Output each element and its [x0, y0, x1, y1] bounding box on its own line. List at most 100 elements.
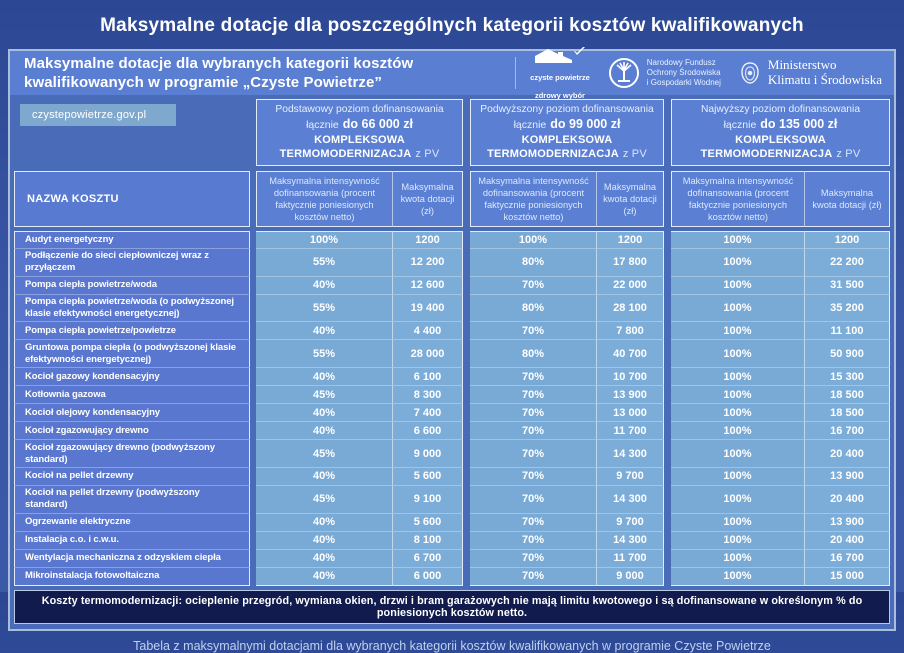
- group-elevated-line2-amount: do 99 000 zł: [550, 117, 621, 132]
- column-gap: [664, 295, 671, 323]
- group-highest-line2-amount: do 135 000 zł: [760, 117, 838, 132]
- page-title: Maksymalne dotacje dla poszczególnych ka…: [100, 15, 804, 36]
- column-gap: [664, 231, 671, 249]
- amount-value-cell: 9 700: [597, 467, 664, 486]
- amount-value-cell: 5 600: [393, 467, 463, 486]
- intensity-value-cell: 40%: [256, 322, 393, 341]
- amount-value-cell: 14 300: [597, 531, 664, 550]
- column-gap: [463, 404, 470, 422]
- amount-value-cell: 50 900: [805, 340, 890, 369]
- logos: czyste powietrze zdrowy wybór Narodowy F…: [530, 46, 882, 100]
- column-gap: [463, 231, 470, 249]
- intensity-value-cell: 100%: [671, 549, 805, 568]
- cost-name-cell: Pompa ciepła powietrze/woda: [14, 276, 250, 295]
- logo-nfosigw-line3: i Gospodarki Wodnej: [646, 78, 721, 87]
- group-header-highest: Najwyższy poziom dofinansowania łącznie d…: [671, 99, 890, 166]
- group-highest-line1: Najwyższy poziom dofinansowania: [700, 104, 861, 115]
- intensity-value-cell: 100%: [671, 322, 805, 341]
- intensity-value-cell: 40%: [256, 422, 393, 441]
- column-gap: [664, 368, 671, 386]
- intensity-value-cell: 100%: [671, 440, 805, 468]
- amount-value-cell: 7 400: [393, 404, 463, 423]
- column-gap: [463, 440, 470, 468]
- logo-ministerstwo-line1: Ministerstwo: [767, 57, 837, 73]
- amount-value-cell: 1200: [597, 230, 664, 249]
- cost-name-cell: Kocioł olejowy kondensacyjny: [14, 404, 250, 423]
- column-gap: [463, 486, 470, 514]
- column-header-name: NAZWA KOSZTU: [14, 170, 250, 227]
- column-gap: [664, 249, 671, 277]
- group-basic-line2-prefix: łącznie: [306, 119, 339, 132]
- intensity-value-cell: 80%: [470, 294, 597, 323]
- amount-value-cell: 6 600: [393, 422, 463, 441]
- amount-value-cell: 20 400: [805, 440, 890, 468]
- column-gap: [463, 295, 470, 323]
- amount-value-cell: 1200: [805, 230, 890, 249]
- cost-name-cell: Ogrzewanie elektryczne: [14, 513, 250, 532]
- cost-name-cell: Pompa ciepła powietrze/woda (o podwyższo…: [14, 294, 250, 323]
- group-highest-line3: KOMPLEKSOWA TERMOMODERNIZACJA: [700, 134, 833, 161]
- amount-value-cell: 14 300: [597, 440, 664, 468]
- column-gap: [664, 386, 671, 404]
- column-gap: [664, 277, 671, 295]
- intensity-value-cell: 100%: [671, 531, 805, 550]
- logo-czyste-powietrze-line1: czyste powietrze: [530, 72, 590, 82]
- intensity-value-cell: 100%: [671, 248, 805, 277]
- intensity-value-cell: 70%: [470, 322, 597, 341]
- intensity-value-cell: 100%: [671, 230, 805, 249]
- amount-value-cell: 20 400: [805, 485, 890, 514]
- group-elevated-line3: KOMPLEKSOWA TERMOMODERNIZACJA: [487, 134, 619, 161]
- intensity-value-cell: 40%: [256, 404, 393, 423]
- amount-value-cell: 11 700: [597, 422, 664, 441]
- amount-value-cell: 16 700: [805, 549, 890, 568]
- column-gap: [664, 486, 671, 514]
- cost-name-cell: Kocioł na pellet drzewny (podwyższony st…: [14, 485, 250, 514]
- intensity-value-cell: 100%: [671, 485, 805, 514]
- amount-value-cell: 9 700: [597, 513, 664, 532]
- tree-circle-icon: [608, 57, 640, 89]
- intensity-value-cell: 100%: [671, 294, 805, 323]
- amount-value-cell: 13 900: [805, 513, 890, 532]
- amount-value-cell: 19 400: [393, 294, 463, 323]
- intensity-value-cell: 40%: [256, 549, 393, 568]
- intensity-value-cell: 100%: [671, 422, 805, 441]
- column-gap: [463, 322, 470, 340]
- logo-ministerstwo-line2: Klimatu i Środowiska: [767, 72, 882, 87]
- logo-czyste-powietrze: czyste powietrze zdrowy wybór: [530, 46, 590, 100]
- group-header-basic: Podstawowy poziom dofinansowania łącznie…: [256, 99, 463, 166]
- logo-nfosigw-line1: Narodowy Fundusz: [646, 58, 716, 67]
- column-header-amount: Maksymalna kwota dotacji (zł): [393, 170, 463, 227]
- amount-value-cell: 5 600: [393, 513, 463, 532]
- group-basic-line1: Podstawowy poziom dofinansowania: [275, 104, 444, 115]
- intensity-value-cell: 70%: [470, 422, 597, 441]
- amount-value-cell: 18 500: [805, 386, 890, 405]
- group-elevated-line3-suffix: z PV: [622, 148, 647, 161]
- cost-name-cell: Kotłownia gazowa: [14, 386, 250, 405]
- column-gap: [664, 468, 671, 486]
- column-gap: [664, 550, 671, 568]
- cost-name-cell: Pompa ciepła powietrze/powietrze: [14, 322, 250, 341]
- amount-value-cell: 9 000: [393, 440, 463, 468]
- amount-value-cell: 1200: [393, 230, 463, 249]
- intensity-value-cell: 70%: [470, 567, 597, 586]
- header-divider: [515, 57, 517, 89]
- intensity-value-cell: 45%: [256, 440, 393, 468]
- group-basic-line2-amount: do 66 000 zł: [342, 117, 413, 132]
- group-highest-line2-prefix: łącznie: [723, 119, 757, 132]
- amount-value-cell: 15 300: [805, 368, 890, 387]
- intensity-value-cell: 100%: [671, 567, 805, 586]
- intensity-value-cell: 70%: [470, 531, 597, 550]
- cost-name-cell: Instalacja c.o. i c.w.u.: [14, 531, 250, 550]
- cost-name-cell: Audyt energetyczny: [14, 230, 250, 249]
- column-gap: [463, 514, 470, 532]
- site-badge: czystepowietrze.gov.pl: [20, 104, 177, 126]
- cost-name-cell: Wentylacja mechaniczna z odzyskiem ciepł…: [14, 549, 250, 568]
- logo-ministerstwo: Ministerstwo Klimatu i Środowiska: [739, 57, 882, 88]
- cost-name-cell: Kocioł zgazowujący drewno: [14, 422, 250, 441]
- amount-value-cell: 13 000: [597, 404, 664, 423]
- cost-name-cell: Podłączenie do sieci ciepłowniczej wraz …: [14, 248, 250, 277]
- intensity-value-cell: 80%: [470, 248, 597, 277]
- amount-value-cell: 13 900: [597, 386, 664, 405]
- group-basic-line3: KOMPLEKSOWA TERMOMODERNIZACJA: [279, 134, 412, 161]
- amount-value-cell: 15 000: [805, 567, 890, 586]
